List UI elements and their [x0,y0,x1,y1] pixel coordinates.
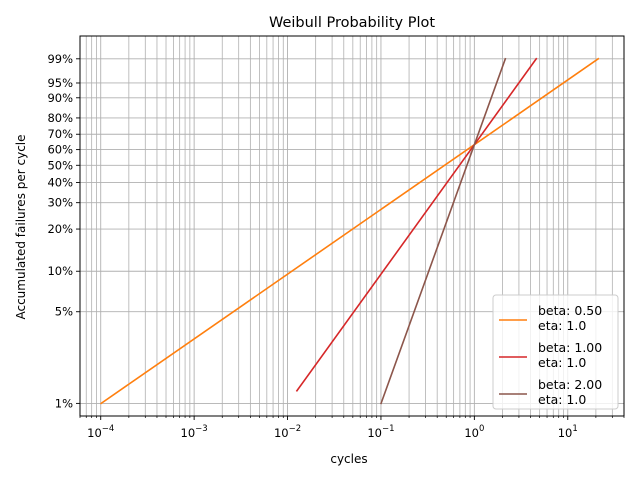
x-tick-label: 10−3 [181,424,208,440]
series-line-beta-1 [295,57,538,392]
x-axis-label: cycles [330,452,367,466]
y-tick-label: 40% [47,175,73,189]
x-tick-label: 10−1 [367,424,394,440]
legend-box [492,294,619,410]
x-tick-label: 10−2 [274,424,301,440]
series-line-beta-2 [380,57,507,405]
x-tick-label: 10−4 [87,424,114,440]
legend-label-line1: beta: 2.00 [538,377,602,392]
legend-label-line2: eta: 1.0 [538,392,586,407]
y-tick-label: 90% [47,91,73,105]
series-line-beta-0.5 [100,57,600,405]
plot-frame [79,35,625,417]
legend-label-line1: beta: 1.00 [538,340,602,355]
y-tick-label: 80% [47,111,73,125]
y-tick-label: 5% [55,305,73,319]
y-tick-label: 10% [47,264,73,278]
x-ticks: 10−4 10−3 10−2 10−1 100 101 [79,416,625,440]
legend-label-line2: eta: 1.0 [538,355,586,370]
chart-title: Weibull Probability Plot [269,15,435,31]
y-tick-label: 1% [55,396,73,410]
y-tick-label: 60% [47,143,73,157]
y-tick-label: 99% [47,52,73,66]
y-tick-label: 30% [47,196,73,210]
x-tick-label: 101 [558,424,578,440]
y-axis-label: Accumulated failures per cycle [14,134,28,319]
x-tick-label: 100 [464,424,484,440]
legend-label-line1: beta: 0.50 [538,303,602,318]
y-tick-label: 20% [47,222,73,236]
y-tick-label: 70% [47,127,73,141]
series-lines [100,57,600,405]
y-ticks: 1% 5% 10% 20% 30% 40% 50%60% 70% 80% 90%95% 99% [47,52,80,410]
y-tick-label: 50% [47,158,73,172]
legend-label-line2: eta: 1.0 [538,318,586,333]
y-tick-label: 95% [47,76,73,90]
